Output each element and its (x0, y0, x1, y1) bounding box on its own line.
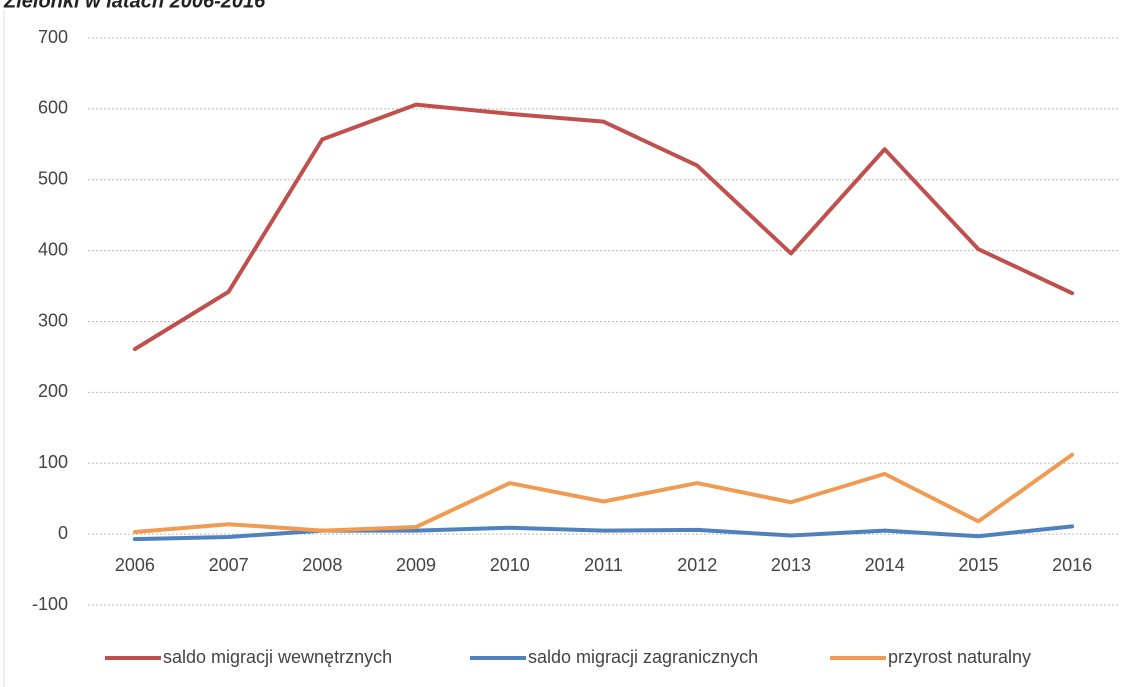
legend-label: przyrost naturalny (888, 647, 1031, 667)
line (132, 524, 1075, 542)
x-tick-label: 2011 (584, 555, 623, 575)
x-tick-label: 2013 (771, 555, 811, 575)
y-tick-label: 100 (38, 452, 68, 472)
x-tick-label: 2007 (209, 555, 249, 575)
y-tick-label: 300 (38, 310, 68, 330)
x-tick-label: 2012 (677, 555, 717, 575)
x-tick-label: 2009 (396, 555, 436, 575)
y-tick-label: 0 (58, 523, 68, 543)
x-tick-label: 2008 (302, 555, 342, 575)
x-tick-label: 2016 (1052, 555, 1092, 575)
line (132, 102, 1075, 352)
x-tick-label: 2010 (490, 555, 530, 575)
y-tick-label: 600 (38, 98, 68, 118)
line (132, 452, 1075, 534)
x-tick-label: 2014 (865, 555, 905, 575)
y-tick-label: 700 (38, 27, 68, 47)
x-tick-label: 2006 (115, 555, 155, 575)
y-tick-label: 500 (38, 169, 68, 189)
chart-title: Zielonki w latach 2006-2016 (3, 0, 266, 12)
y-tick-label: 200 (38, 381, 68, 401)
y-tick-label: -100 (32, 594, 68, 614)
x-tick-label: 2015 (958, 555, 998, 575)
legend-label: saldo migracji zagranicznych (528, 647, 758, 667)
legend-label: saldo migracji wewnętrznych (163, 647, 392, 667)
y-tick-label: 400 (38, 239, 68, 259)
